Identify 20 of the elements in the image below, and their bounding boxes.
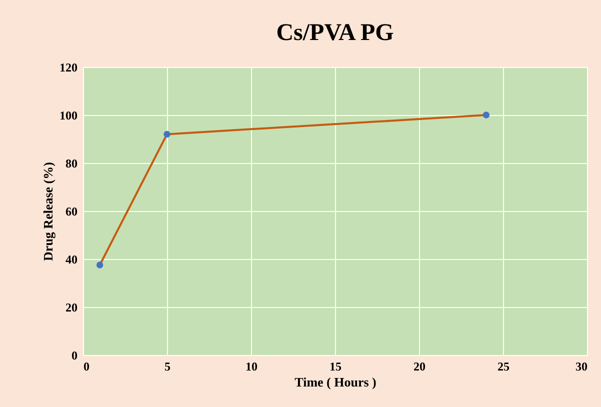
x-tick-label: 20 (414, 360, 426, 374)
point (96, 262, 104, 268)
y-axis-title: Drug Release (%) (40, 162, 56, 261)
y-tick-label: 120 (60, 60, 78, 74)
y-tick-label: 40 (66, 252, 78, 266)
x-tick-label: 10 (246, 360, 258, 374)
point (482, 112, 490, 118)
x-tick-label: 0 (84, 360, 90, 374)
x-tick-label: 25 (498, 360, 510, 374)
chart-title: Cs/PVA PG (276, 20, 394, 46)
x-axis-title: Time ( Hours ) (294, 374, 376, 390)
x-tick-label: 5 (164, 360, 170, 374)
point (164, 130, 170, 138)
y-tick-label: 100 (60, 108, 78, 122)
x-tick-label: 30 (576, 360, 588, 374)
x-tick-label: 15 (330, 360, 342, 374)
y-tick-label: 80 (66, 156, 78, 170)
y-tick-label: 60 (66, 204, 78, 218)
y-tick-label: 0 (72, 348, 78, 362)
y-tick-label: 20 (66, 300, 78, 314)
